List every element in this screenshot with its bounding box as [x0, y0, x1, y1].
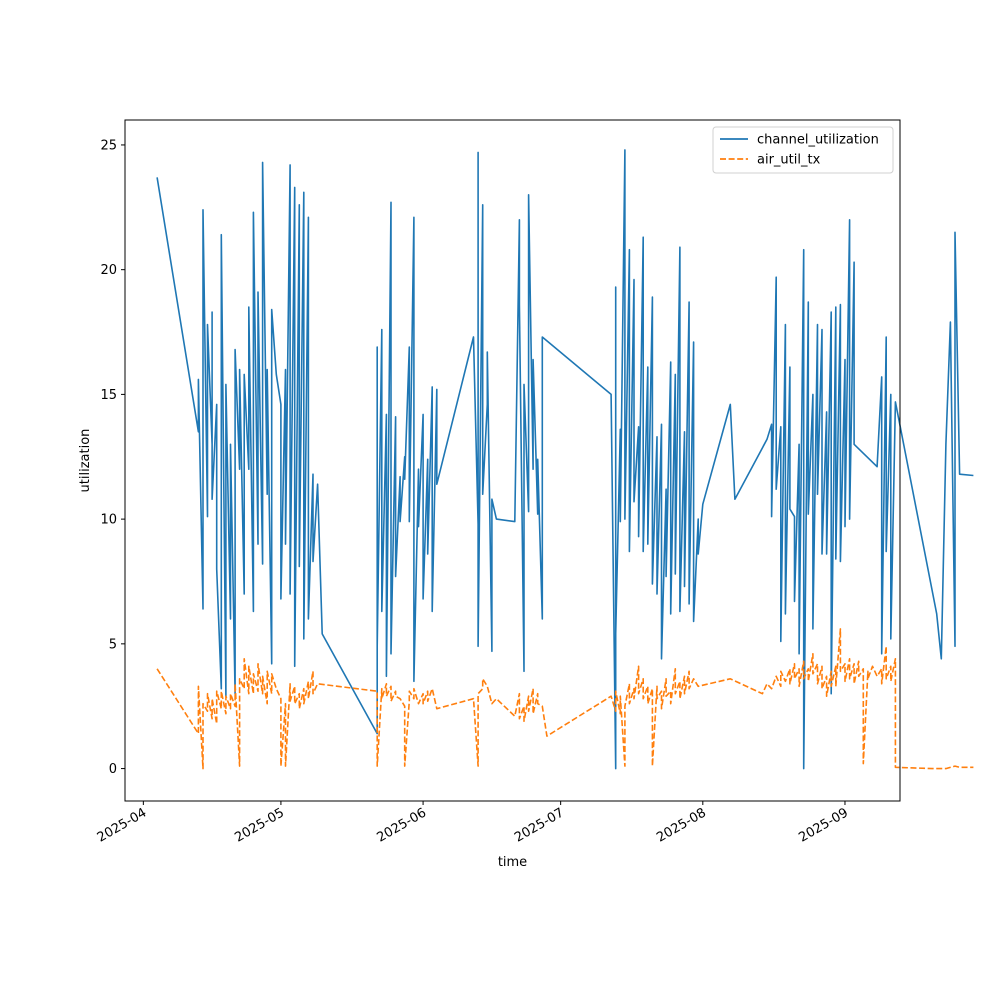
x-tick-label: 2025-06: [375, 805, 430, 845]
x-tick-label: 2025-04: [95, 805, 150, 845]
x-tick-label: 2025-05: [232, 805, 287, 845]
x-tick-label: 2025-07: [512, 805, 567, 845]
x-axis: 2025-04 2025-05 2025-06 2025-07 2025-08 2025-…: [95, 801, 851, 846]
plot-area: [124, 119, 974, 802]
legend-box: [712, 126, 894, 174]
y-axis: 0 5 10 15 20 25: [100, 138, 125, 777]
series-line-air-util-tx: [156, 628, 974, 770]
x-tick-label: 2025-09: [796, 805, 851, 845]
y-tick-label: 25: [100, 138, 117, 153]
y-axis-label: utilization: [78, 429, 93, 493]
axes-frame: [124, 119, 901, 802]
x-tick-label: 2025-08: [654, 805, 709, 845]
x-axis-label: time: [498, 855, 527, 870]
y-tick-label: 20: [100, 263, 117, 278]
series-line-channel-utilization: [156, 149, 974, 770]
legend-label: air_util_tx: [757, 153, 821, 168]
y-tick-label: 15: [100, 388, 117, 403]
y-tick-label: 10: [100, 513, 117, 528]
legend: channel_utilization air_util_tx: [712, 126, 894, 174]
legend-label: channel_utilization: [757, 133, 879, 148]
y-tick-label: 0: [109, 762, 117, 777]
y-tick-label: 5: [109, 637, 117, 652]
series-layer: [156, 149, 974, 770]
